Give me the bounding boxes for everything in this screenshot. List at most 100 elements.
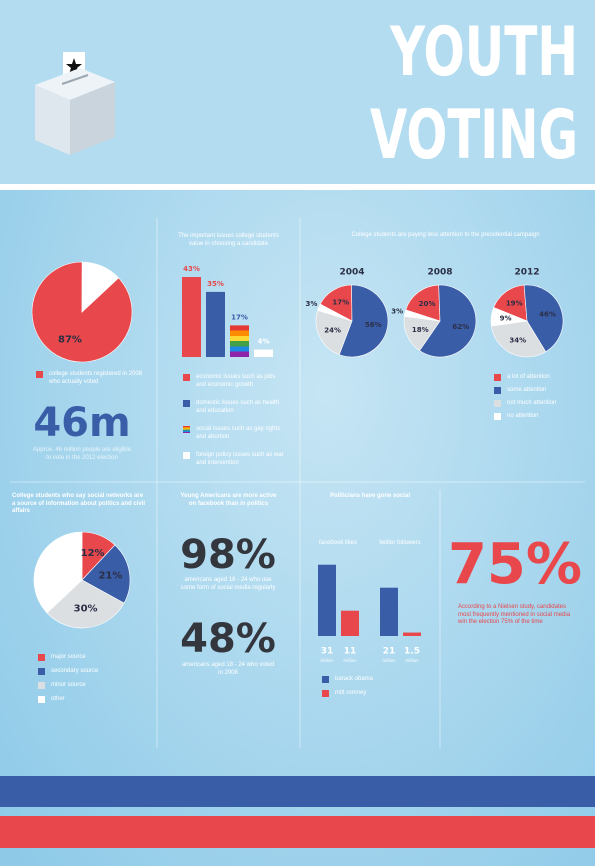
bar	[182, 277, 201, 357]
pie-label: 87%	[58, 334, 82, 345]
pie-slice	[403, 309, 441, 322]
legend-label: major source	[51, 654, 86, 660]
big-stat: 46m	[33, 400, 130, 446]
unit-label: million	[405, 658, 419, 663]
bar-label: 4%	[258, 338, 270, 346]
bar	[318, 564, 336, 636]
box-top	[35, 68, 115, 100]
pie-slice	[490, 307, 529, 327]
box-left	[35, 85, 70, 155]
big-stat: 75%	[448, 532, 582, 597]
legend-swatch	[38, 654, 45, 661]
year-label: 2012	[514, 268, 539, 278]
legend-label: not much attention	[507, 400, 557, 406]
pie-slice	[315, 309, 353, 356]
panel-title: Young Americans are more active on faceb…	[180, 493, 277, 507]
pie-label: 3%	[306, 300, 318, 308]
legend-label: a lot of attention	[507, 374, 550, 380]
pie-label: 24%	[324, 326, 341, 334]
panel-title: College students are paying less attenti…	[351, 232, 540, 238]
box-right	[70, 82, 115, 155]
big-stat: 48%	[180, 616, 276, 662]
legend-label: secondary source	[51, 668, 99, 674]
pie-slice	[491, 320, 547, 358]
legend-swatch	[322, 676, 329, 683]
pie-slice	[405, 284, 441, 322]
group-label: twitter followers	[379, 540, 421, 546]
legend-swatch	[183, 426, 190, 433]
bar-label: 17%	[231, 313, 248, 321]
unit-label: million	[382, 658, 396, 663]
pie-slice	[33, 531, 83, 614]
legend-swatch	[494, 387, 501, 394]
legend-label: college students registered in 2008 who …	[49, 371, 143, 385]
caption: americans aged 18 - 24 who use some form…	[180, 577, 276, 591]
legend-swatch	[38, 696, 45, 703]
pie-label: 62%	[452, 323, 469, 331]
bar-value: 11	[344, 647, 357, 657]
bar	[254, 349, 273, 357]
legend-label: some attention	[507, 387, 547, 393]
bar	[206, 291, 225, 357]
panel-title: College students who say social networks…	[12, 493, 146, 514]
header-rule	[0, 184, 595, 190]
legend-swatch	[494, 374, 501, 381]
bar-value: 21	[383, 647, 396, 657]
pie-label: 30%	[74, 604, 98, 615]
legend-label: other	[51, 696, 65, 702]
unit-label: million	[320, 658, 334, 663]
year-label: 2004	[339, 268, 364, 278]
legend-swatch	[36, 371, 43, 378]
pie-label: 9%	[500, 314, 512, 322]
legend-label: domestic issues such as health and educa…	[196, 400, 280, 414]
legend-swatch	[38, 682, 45, 689]
legend-label: minor source	[51, 682, 86, 688]
big-stat: 98%	[180, 532, 276, 578]
legend-label: barack obama	[335, 676, 374, 682]
bar	[380, 587, 398, 636]
pie-label: 18%	[412, 326, 429, 334]
group-label: facebook likes	[318, 540, 358, 546]
legend-swatch	[322, 690, 329, 697]
dividers	[10, 218, 585, 748]
legend-label: social issues such as gay rights and abo…	[196, 426, 281, 440]
legend-swatch	[183, 452, 190, 459]
pie-slice	[81, 261, 119, 313]
legend-swatch	[38, 668, 45, 675]
legend-label: no attention	[507, 413, 539, 419]
legend-label: mitt romney	[335, 690, 367, 696]
bar	[341, 610, 359, 636]
bar-label: 43%	[183, 265, 200, 273]
slot	[61, 74, 89, 85]
pie-label: 19%	[506, 300, 523, 308]
pie-label: 21%	[98, 570, 122, 581]
pie-label: 46%	[539, 310, 556, 318]
pie-label: 17%	[332, 299, 349, 307]
pie-label: 56%	[365, 321, 382, 329]
legend-swatch	[183, 400, 190, 407]
caption: americans aged 18 - 24 who voted in 2008	[181, 662, 275, 676]
legend-swatch	[183, 374, 190, 381]
blue-stripe	[0, 776, 595, 807]
bar	[403, 632, 421, 636]
pie-label: 20%	[419, 300, 436, 308]
pie-slice	[81, 544, 131, 604]
pie-slice	[46, 579, 125, 629]
bar-value: 1.5	[404, 647, 420, 657]
legend-swatch	[494, 413, 501, 420]
caption: Approx. 46 million people are eligible t…	[32, 447, 132, 461]
pie-label: 3%	[391, 307, 403, 315]
legend-label: economic issues such as jobs and economi…	[196, 374, 276, 388]
pie-slice	[317, 303, 353, 322]
red-stripe	[0, 816, 595, 848]
unit-label: million	[343, 658, 357, 663]
legend-label: foreign policy issues such as war and in…	[196, 452, 284, 466]
panel-title: Politicians have gone social	[329, 493, 411, 499]
star	[66, 58, 82, 74]
legend-swatch	[494, 400, 501, 407]
pie-slice	[419, 284, 477, 358]
pie-label: 12%	[81, 548, 105, 559]
caption: According to a Nielsen study, candidates…	[458, 604, 571, 625]
pie-slice	[338, 284, 389, 358]
